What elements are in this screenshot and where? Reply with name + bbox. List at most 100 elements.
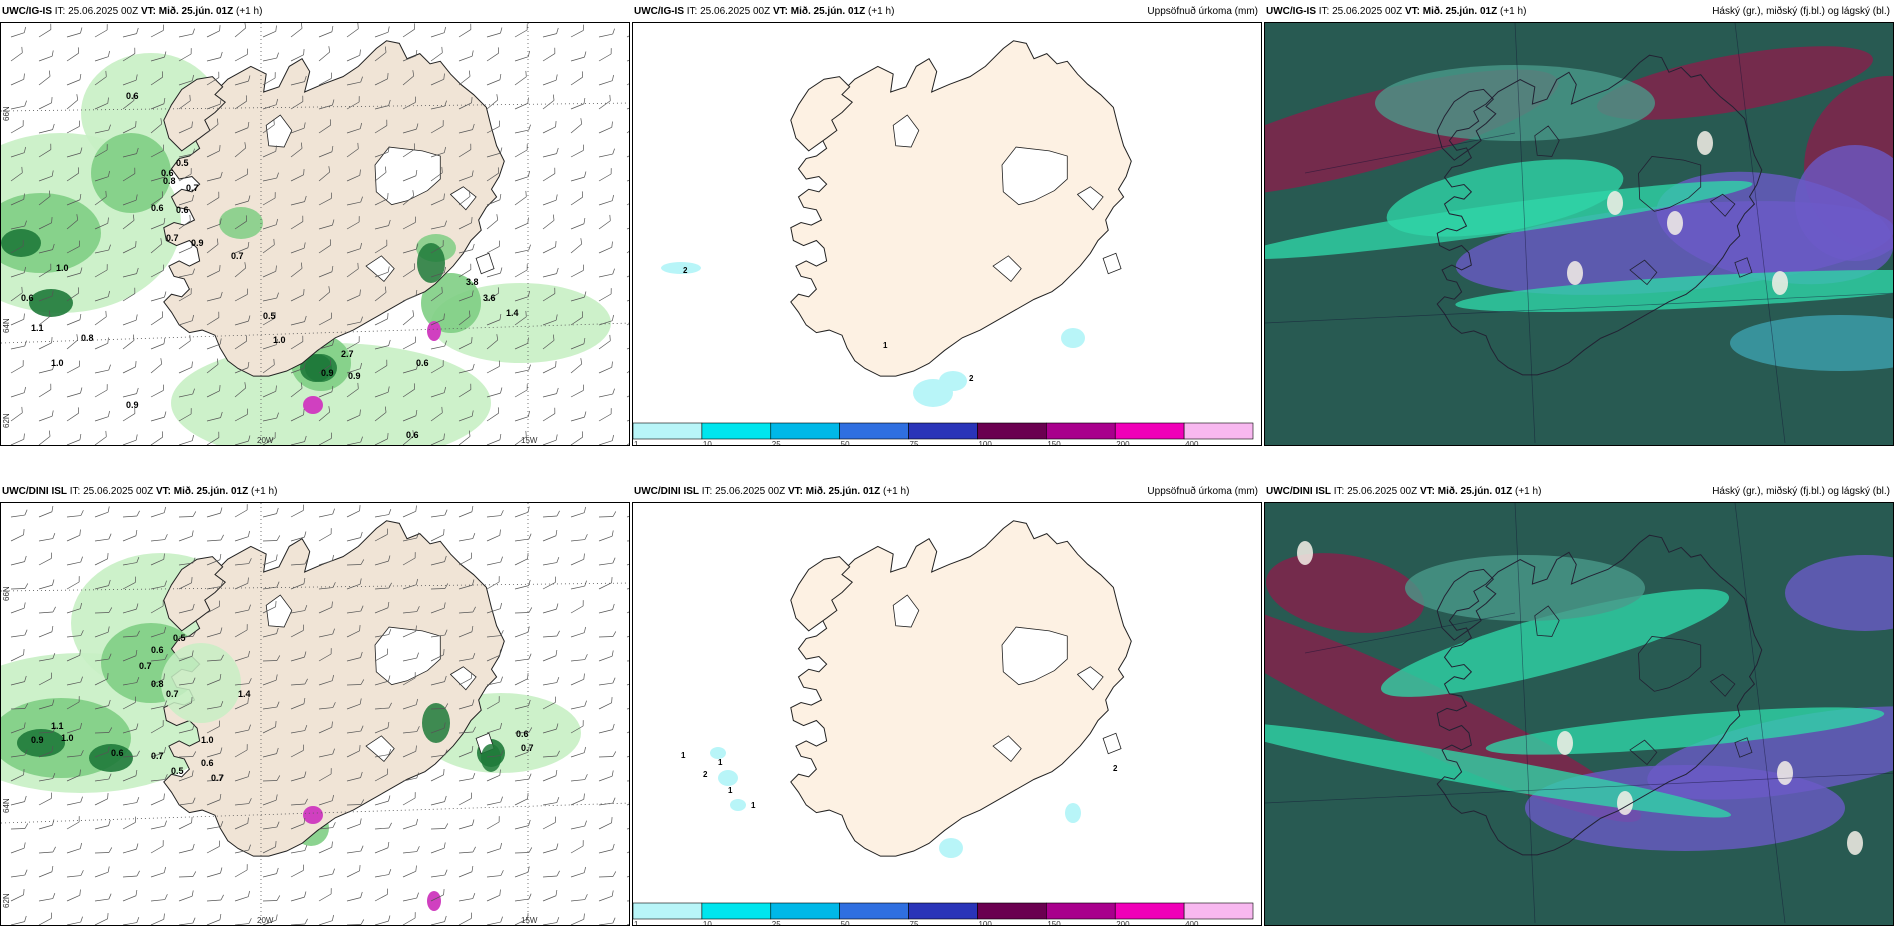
wind-barb	[38, 552, 53, 566]
precip-area	[710, 747, 726, 759]
wind-barb	[430, 406, 443, 422]
wind-barb	[10, 46, 23, 62]
wind-barb	[346, 23, 359, 38]
glacier-outline	[1638, 156, 1702, 212]
wind-barb	[570, 673, 585, 686]
wind-barb	[10, 313, 25, 326]
wind-barb	[374, 339, 391, 350]
wind-barb	[570, 384, 585, 398]
wind-barb	[234, 361, 250, 374]
wind-barb	[570, 626, 586, 638]
wind-barb	[290, 382, 303, 398]
wind-barb	[542, 676, 560, 686]
wind-barb	[626, 197, 629, 206]
wind-barb	[486, 214, 499, 230]
wind-barb	[206, 265, 221, 278]
wind-barb	[458, 532, 476, 542]
wind-barb	[374, 26, 390, 38]
wind-barb	[122, 407, 136, 422]
wind-barb	[514, 533, 532, 542]
wind-barb	[66, 193, 82, 206]
precip-area	[91, 133, 171, 213]
wind-barb	[178, 288, 192, 302]
wind-barb	[458, 50, 474, 62]
wind-barb	[626, 124, 629, 134]
wind-barb	[290, 918, 308, 925]
wind-barb	[262, 655, 281, 662]
wind-barb	[514, 364, 531, 374]
wind-barb	[318, 166, 331, 182]
wind-barb	[10, 915, 27, 925]
wind-barb	[346, 242, 362, 254]
wind-barb	[122, 529, 138, 542]
wind-barb	[66, 120, 81, 134]
precip-value-label: 3.6	[483, 293, 496, 303]
wind-barb	[598, 214, 611, 230]
wind-barb	[430, 675, 447, 686]
wind-barb	[430, 26, 446, 38]
wind-barb	[206, 700, 224, 710]
wind-barb	[458, 672, 473, 686]
wind-barb	[38, 243, 55, 254]
wind-barb	[598, 361, 613, 374]
wind-barb	[290, 558, 308, 566]
wind-barb	[38, 505, 54, 518]
wind-barb	[38, 726, 56, 734]
wind-barb	[206, 218, 222, 230]
wind-barb	[94, 310, 107, 326]
wind-barb	[94, 819, 111, 830]
wind-barb	[290, 289, 305, 302]
vt-label: VT:	[140, 6, 156, 17]
lead-time: (+1 h)	[1500, 6, 1527, 17]
wind-barb	[262, 895, 281, 902]
colorbar-swatch	[839, 422, 909, 440]
wind-barb	[374, 648, 389, 662]
wind-barb	[66, 630, 84, 638]
wind-barb	[374, 166, 387, 182]
wind-barb	[94, 727, 113, 734]
wind-barb	[486, 94, 499, 110]
wind-barb	[150, 553, 165, 566]
wind-barb	[38, 170, 54, 182]
wind-barb	[94, 579, 111, 590]
wind-barb	[346, 531, 363, 542]
wind-barb	[598, 434, 614, 445]
wind-barb	[38, 123, 55, 134]
latitude-label: 66N	[2, 586, 11, 601]
wind-barb	[458, 430, 471, 445]
precip-area	[305, 354, 337, 382]
cloud-top	[1617, 791, 1633, 815]
wind-barb	[10, 749, 28, 758]
wind-barb	[206, 820, 224, 830]
wind-barb	[206, 385, 221, 398]
longitude-label: 15W	[521, 916, 538, 925]
wind-barb	[458, 846, 476, 854]
panel-ig-cloud: UWC/IG-IS IT: 25.06.2025 00Z VT: Mið. 25…	[1264, 0, 1894, 446]
wind-barb	[38, 772, 56, 782]
wind-barb	[10, 433, 25, 445]
wind-barb	[402, 625, 417, 638]
wind-barb	[178, 361, 193, 374]
vt-label: VT:	[1404, 6, 1420, 17]
wind-barb	[206, 654, 224, 662]
colorbar-swatch	[1046, 422, 1116, 440]
wind-barb	[318, 385, 334, 398]
wind-barb	[430, 120, 444, 134]
lead-time: (+1 h)	[868, 6, 895, 17]
wind-barb	[10, 286, 23, 302]
wind-barb	[38, 865, 54, 878]
precip-value-label: 1.1	[51, 721, 64, 731]
wind-barb	[122, 194, 138, 206]
precip-value-label: 0.6	[21, 293, 34, 303]
precip-value-label: 3.8	[466, 277, 479, 287]
colorbar-swatch	[839, 902, 909, 920]
wind-barb	[178, 511, 197, 518]
wind-barb	[178, 241, 193, 254]
wind-barb	[514, 217, 529, 230]
wind-barb	[318, 239, 331, 254]
wind-barb	[66, 796, 83, 806]
wind-barb	[290, 844, 308, 854]
precip-area	[1061, 328, 1085, 348]
wind-barb	[10, 120, 24, 134]
wind-barb	[570, 358, 583, 374]
